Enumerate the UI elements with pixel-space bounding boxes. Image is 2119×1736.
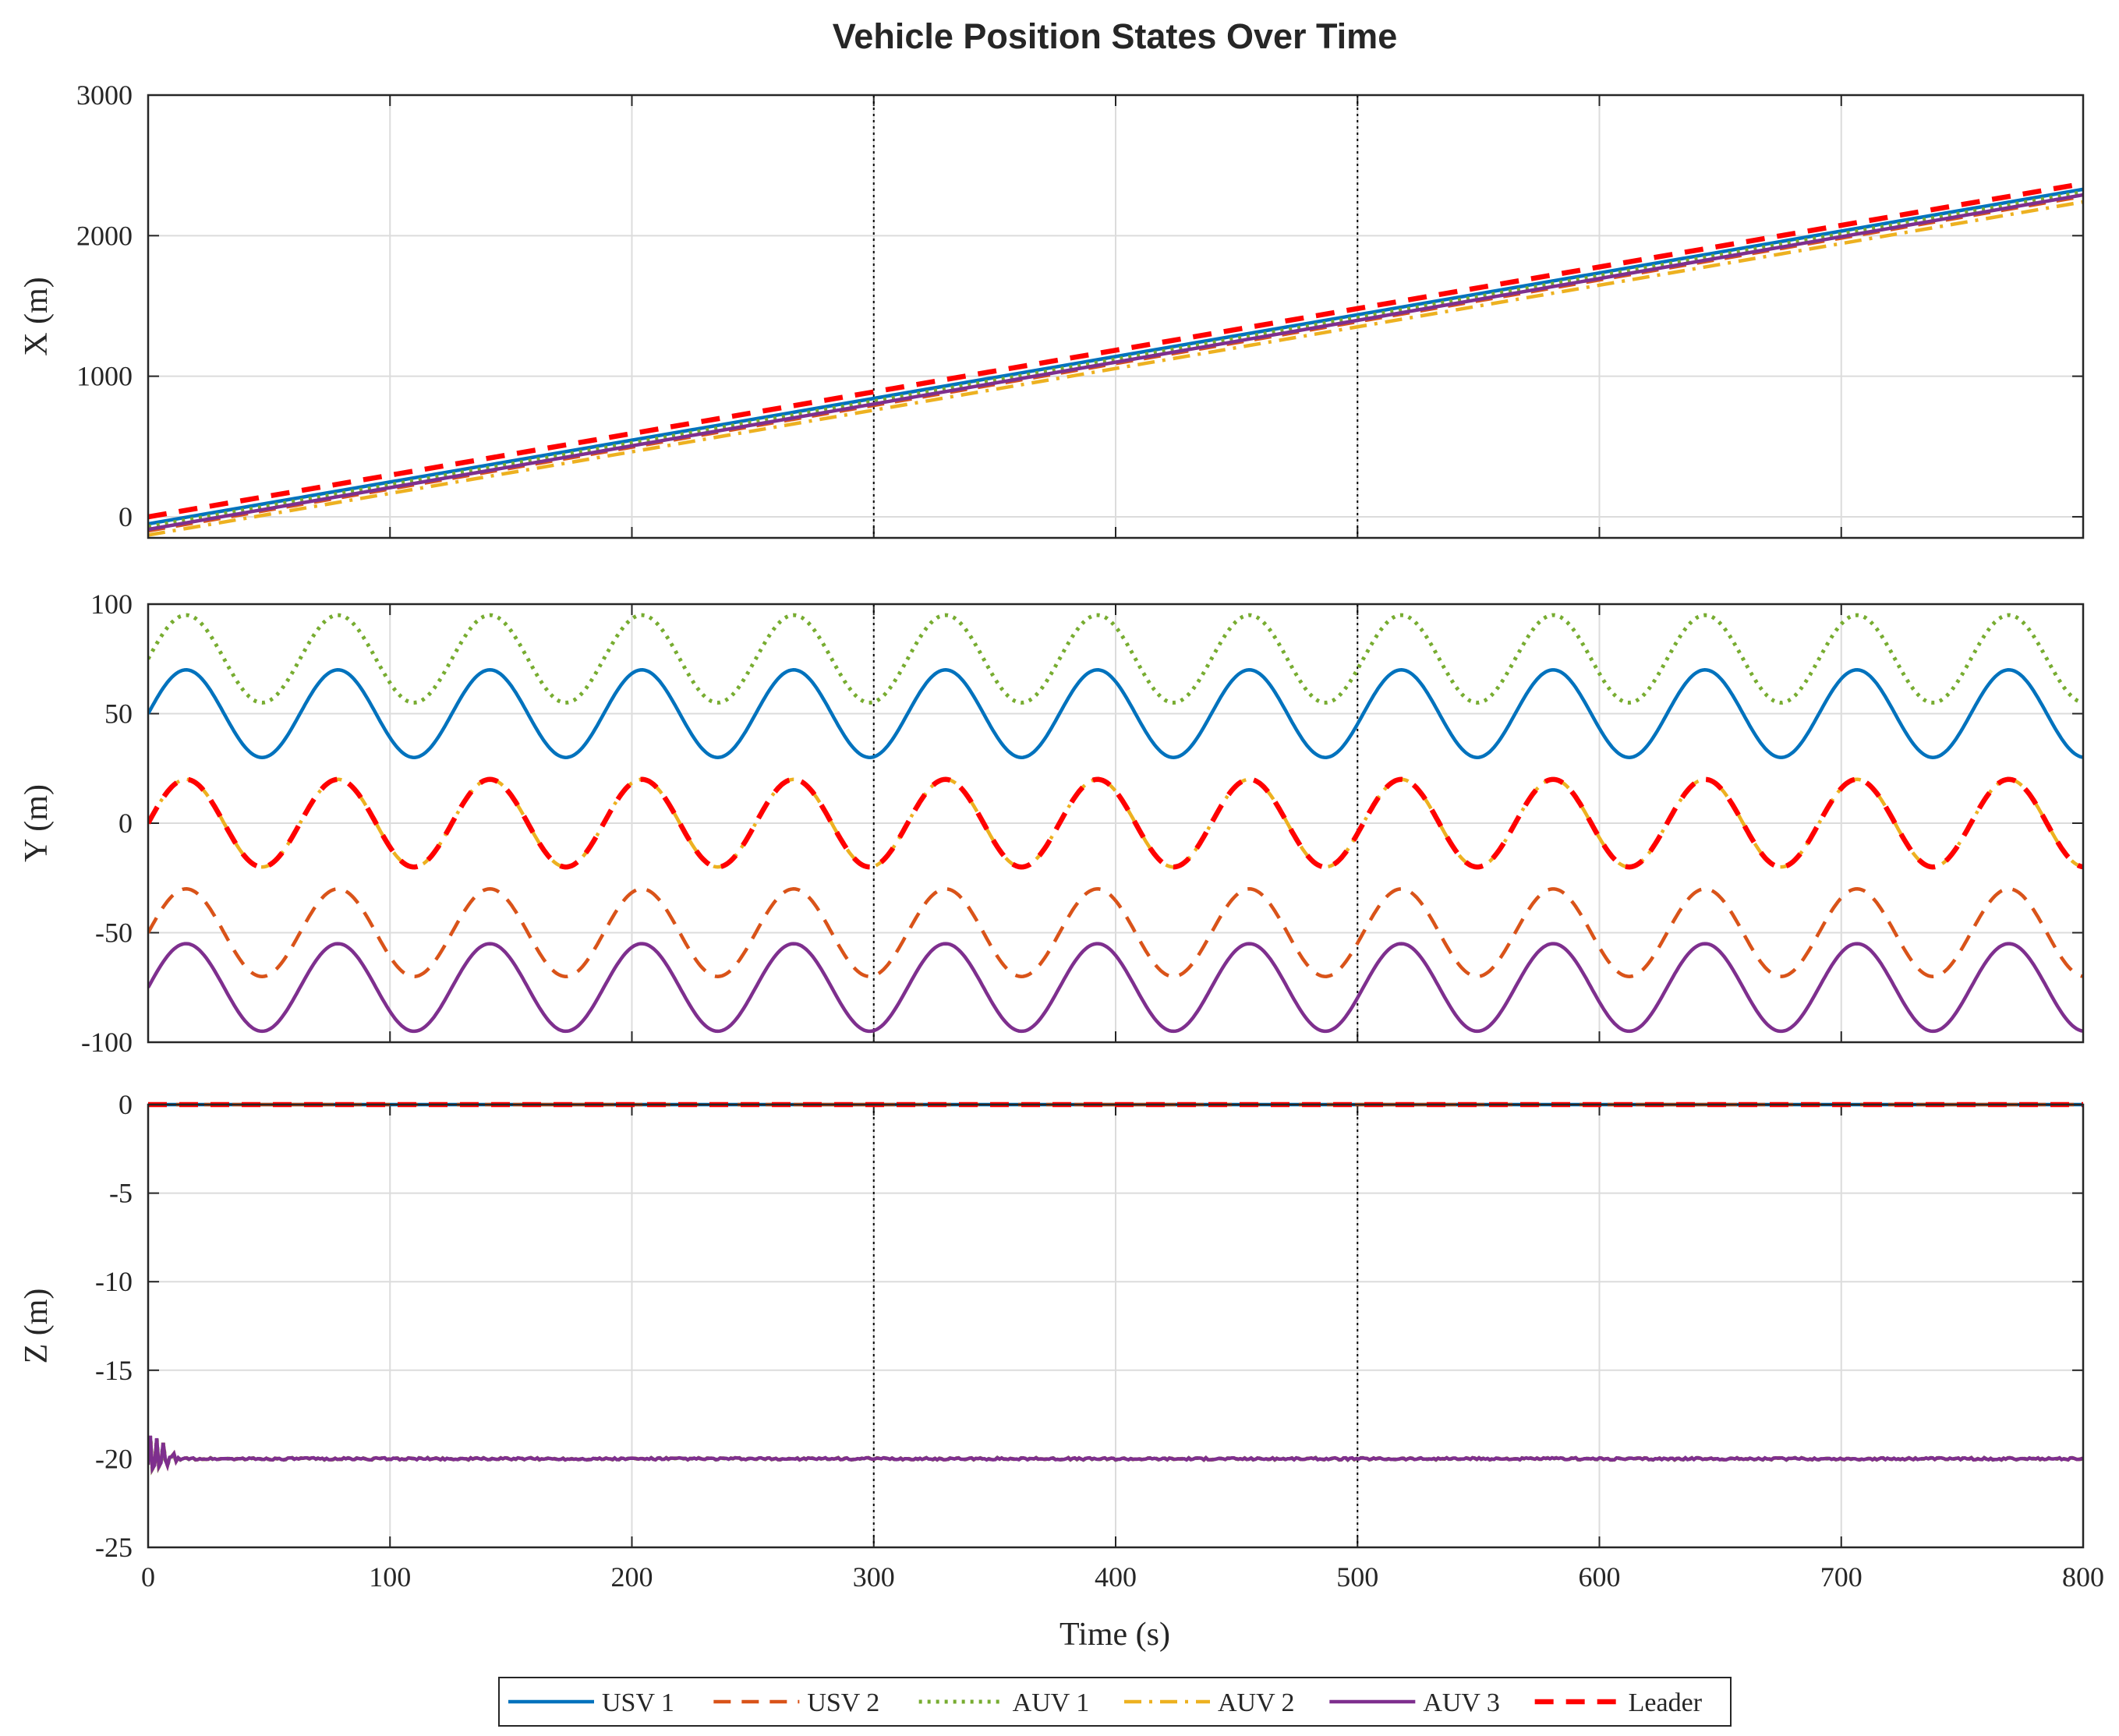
x-tick-label: 700 [1820, 1561, 1863, 1593]
y-tick-label: -20 [95, 1443, 133, 1474]
series-line-auv-2 [148, 200, 2083, 537]
series-line-auv-3 [148, 1435, 2083, 1475]
subplot-1: 0 1000 2000 3000 X (m) [19, 80, 2085, 539]
y-tick-label: 0 [119, 1089, 133, 1120]
x-tick-label: 200 [611, 1561, 653, 1593]
series-line-leader [148, 776, 2083, 870]
subplot-3: -25 -20 -15 -10 -5 0 Z (m) 0 100 200 300 400 500 600 7… [19, 1089, 2104, 1593]
legend-entry-label: Leader [1629, 1688, 1703, 1717]
y-tick-label: 100 [90, 589, 133, 620]
y-tick-label: -15 [95, 1355, 133, 1386]
x-tick-label: 300 [853, 1561, 895, 1593]
y-axis-label: Y (m) [19, 784, 55, 862]
y-tick-label: 2000 [76, 220, 133, 251]
chart-title: Vehicle Position States Over Time [833, 16, 1397, 56]
y-axis-label: Z (m) [19, 1289, 55, 1364]
x-tick-label: 800 [2062, 1561, 2104, 1593]
series-line-usv-1 [148, 187, 2083, 526]
y-tick-label: 50 [104, 698, 133, 730]
y-tick-label: 3000 [76, 80, 133, 111]
x-tick-label: 400 [1095, 1561, 1137, 1593]
legend-box [498, 1677, 1732, 1727]
axes-box [147, 94, 2085, 539]
series-line-auv-1 [148, 613, 2083, 705]
x-tick-label: 0 [141, 1561, 155, 1593]
x-tick-label: 500 [1336, 1561, 1378, 1593]
y-tick-label: 0 [119, 808, 133, 839]
y-axis-label: X (m) [19, 277, 55, 355]
axes-box [147, 1103, 2085, 1549]
legend: USV 1 USV 2 AUV 1 AUV 2 AUV 3 Leader [498, 1677, 1732, 1727]
legend-entry-label: USV 1 [602, 1688, 674, 1717]
series-line-usv-2 [148, 887, 2083, 978]
x-axis-label: Time (s) [1060, 1617, 1170, 1653]
series-line-auv-1 [148, 189, 2083, 529]
axes-box [147, 603, 2085, 1044]
y-tick-label: -25 [95, 1532, 133, 1563]
y-tick-label: -50 [95, 917, 133, 949]
y-tick-label: -10 [95, 1266, 133, 1297]
x-tick-label: 100 [369, 1561, 411, 1593]
series-line-auv-3 [148, 193, 2083, 532]
y-tick-label: 1000 [76, 361, 133, 392]
subplot-2: -100 -50 0 50 100 Y (m) [19, 589, 2085, 1058]
y-tick-label: 0 [119, 501, 133, 532]
x-tick-label: 600 [1579, 1561, 1621, 1593]
series-line-auv-3 [148, 942, 2083, 1034]
y-tick-label: -100 [81, 1027, 133, 1058]
legend-entry-label: AUV 3 [1423, 1688, 1500, 1717]
y-tick-label: -5 [109, 1178, 133, 1209]
legend-entry-label: AUV 2 [1218, 1688, 1295, 1717]
legend-entry-label: AUV 1 [1013, 1688, 1090, 1717]
legend-entry-label: USV 2 [807, 1688, 879, 1717]
series-line-usv-1 [148, 668, 2083, 759]
series-line-leader [148, 181, 2083, 520]
